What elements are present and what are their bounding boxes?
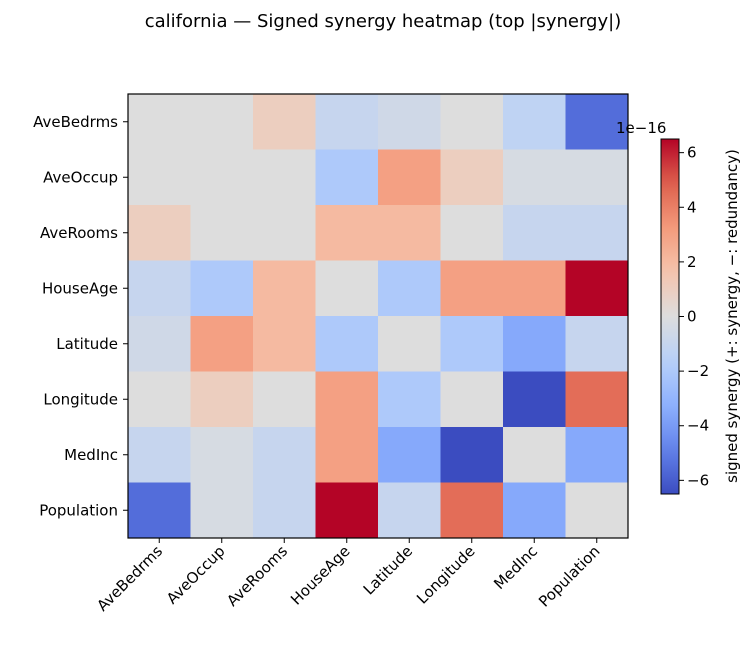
y-tick-label: Latitude xyxy=(56,335,118,353)
heatmap-cell xyxy=(128,149,191,206)
heatmap-cell xyxy=(378,205,441,261)
heatmap-cell xyxy=(565,260,629,317)
heatmap-cell xyxy=(190,427,254,483)
heatmap-cell xyxy=(565,205,629,261)
colorbar-tick-label: 0 xyxy=(687,308,697,326)
heatmap-cell xyxy=(440,260,504,317)
heatmap-cell xyxy=(190,94,254,150)
heatmap-cell xyxy=(378,316,441,372)
colorbar-tick-label: 2 xyxy=(687,253,697,271)
y-tick-label: AveBedrms xyxy=(33,113,118,131)
heatmap-cell xyxy=(378,260,441,317)
heatmap-cell xyxy=(503,316,566,372)
heatmap-cell xyxy=(190,149,254,206)
y-tick-label: AveRooms xyxy=(40,224,118,242)
heatmap-cell xyxy=(565,149,629,206)
chart-title: california — Signed synergy heatmap (top… xyxy=(145,11,621,32)
heatmap-cell xyxy=(128,316,191,372)
heatmap-cell xyxy=(128,205,191,261)
heatmap-cell xyxy=(253,482,316,539)
heatmap-cell xyxy=(565,482,629,539)
heatmap-cell xyxy=(253,316,316,372)
y-tick-label: Population xyxy=(39,501,118,519)
x-tick-label: Longitude xyxy=(413,542,478,607)
heatmap-cell xyxy=(128,94,191,150)
heatmap-cell xyxy=(253,427,316,483)
heatmap-cell xyxy=(128,427,191,483)
heatmap-cell xyxy=(378,427,441,483)
heatmap-cell xyxy=(190,205,254,261)
heatmap-cell xyxy=(503,149,566,206)
heatmap-cell xyxy=(253,149,316,206)
heatmap-cell xyxy=(315,94,379,150)
plot-frame xyxy=(127,93,629,539)
colorbar-tick-label: −4 xyxy=(687,417,709,435)
y-tick-label: Longitude xyxy=(43,390,118,408)
y-tick-label: HouseAge xyxy=(42,279,118,297)
colorbar-ticks: 6 4 2 0 −2 −4 −6 xyxy=(679,144,709,489)
y-tick-label: AveOccup xyxy=(43,168,118,186)
heatmap-cell xyxy=(315,149,379,206)
heatmap-cell xyxy=(440,427,504,483)
heatmap-cell xyxy=(128,482,191,539)
heatmap-cell xyxy=(565,316,629,372)
heatmap-cell xyxy=(190,260,254,317)
heatmap-cell xyxy=(503,94,566,150)
heatmap-cell xyxy=(565,371,629,428)
x-tick-label: AveOccup xyxy=(163,542,229,608)
heatmap-cell xyxy=(253,94,316,150)
x-tick-label: AveBedrms xyxy=(93,542,166,615)
heatmap-cell xyxy=(503,427,566,483)
heatmap-cell xyxy=(253,260,316,317)
y-axis-ticks: AveBedrms AveOccup AveRooms HouseAge Latitud… xyxy=(33,113,128,519)
heatmap-cell xyxy=(378,482,441,539)
heatmap-cell xyxy=(378,149,441,206)
heatmap-cell xyxy=(315,205,379,261)
colorbar-offset-label: 1e−16 xyxy=(616,119,666,137)
x-tick-label: AveRooms xyxy=(223,542,291,610)
heatmap-cell xyxy=(128,371,191,428)
heatmap-cell xyxy=(440,149,504,206)
heatmap-cell xyxy=(315,482,379,539)
heatmap-cell xyxy=(565,427,629,483)
heatmap-cell xyxy=(440,94,504,150)
heatmap-cell xyxy=(440,482,504,539)
heatmap-cell xyxy=(565,94,629,150)
heatmap-cell xyxy=(440,316,504,372)
colorbar-tick-label: −2 xyxy=(687,362,709,380)
heatmap-cell xyxy=(253,371,316,428)
x-tick-label: Population xyxy=(535,542,603,610)
heatmap-cell xyxy=(503,205,566,261)
colorbar-tick-label: 6 xyxy=(687,144,697,162)
colorbar xyxy=(660,138,680,495)
heatmap-cell xyxy=(253,205,316,261)
heatmap-cell xyxy=(378,94,441,150)
heatmap-cell xyxy=(315,427,379,483)
heatmap-cell xyxy=(315,260,379,317)
x-tick-label: Latitude xyxy=(360,542,416,598)
heatmap-cell xyxy=(378,371,441,428)
colorbar-label: signed synergy (+: synergy, −: redundanc… xyxy=(723,149,741,483)
heatmap-cell xyxy=(440,371,504,428)
colorbar-tick-label: 4 xyxy=(687,198,697,216)
heatmap-cell xyxy=(128,260,191,317)
heatmap-cell xyxy=(315,371,379,428)
x-tick-label: HouseAge xyxy=(287,542,353,608)
heatmap-cells xyxy=(128,94,629,539)
heatmap-cell xyxy=(190,371,254,428)
heatmap-cell xyxy=(190,316,254,372)
heatmap-cell xyxy=(440,205,504,261)
heatmap-cell xyxy=(503,260,566,317)
y-tick-label: MedInc xyxy=(64,446,118,464)
colorbar-tick-label: −6 xyxy=(687,471,709,489)
x-tick-label: MedInc xyxy=(490,542,541,593)
heatmap-cell xyxy=(503,482,566,539)
heatmap-cell xyxy=(190,482,254,539)
heatmap-cell xyxy=(315,316,379,372)
heatmap-cell xyxy=(503,371,566,428)
